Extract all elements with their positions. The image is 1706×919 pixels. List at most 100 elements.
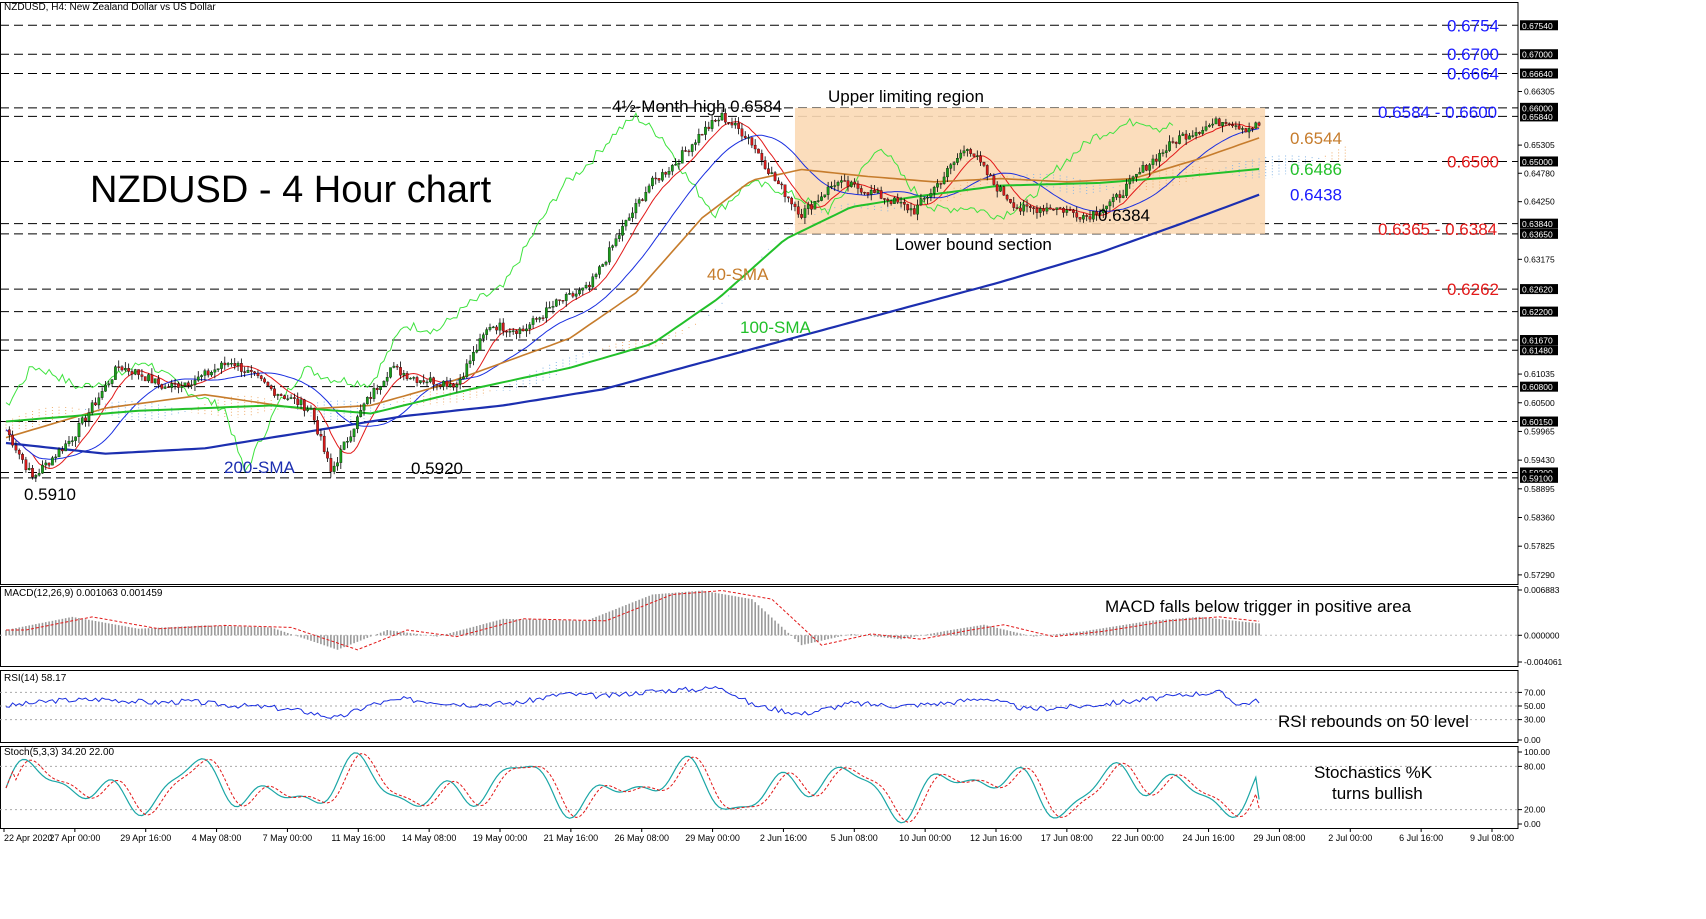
candle-down (535, 318, 538, 320)
candle-up (57, 449, 61, 458)
candle-down (120, 366, 124, 371)
time-label: 11 May 16:00 (331, 833, 385, 843)
candle-down (505, 331, 508, 333)
candle-down (14, 445, 18, 451)
candle-down (21, 454, 24, 460)
price-tick: 0.67000 (1522, 50, 1553, 60)
candle-up (621, 225, 624, 236)
candle-down (186, 382, 190, 386)
candle-down (737, 122, 740, 129)
price-tick: 0.60150 (1522, 417, 1553, 427)
candle-down (405, 373, 409, 380)
candle-down (157, 378, 160, 385)
price-tick: 0.57825 (1524, 541, 1555, 551)
level-label: 0.6500 (1447, 152, 1499, 171)
candle-down (1078, 217, 1082, 220)
candle-down (727, 121, 731, 124)
level-label: 0.6544 (1290, 129, 1342, 148)
candle-down (266, 382, 270, 386)
candle-down (130, 371, 134, 375)
candle-up (306, 408, 310, 411)
panel-frame (0, 746, 1519, 829)
candle-up (299, 399, 303, 405)
candle-up (1105, 205, 1108, 210)
candle-up (1045, 207, 1049, 212)
candle-down (515, 330, 518, 334)
candle-up (339, 449, 343, 463)
candle-up (1241, 128, 1244, 130)
annotation-sma200: 200-SMA (224, 458, 296, 477)
rsi-tick: 30.00 (1524, 715, 1546, 725)
candle-up (869, 189, 873, 195)
candle-down (886, 198, 890, 201)
candle-down (780, 183, 784, 186)
candle-up (770, 172, 774, 174)
price-tick: 0.64780 (1524, 168, 1555, 178)
chart-title: NZDUSD - 4 Hour chart (90, 169, 492, 211)
price-tick: 0.67540 (1522, 21, 1553, 31)
panel-frame (0, 586, 1519, 667)
candle-up (107, 383, 111, 386)
candle-up (1204, 126, 1208, 131)
annotation-rsi: RSI rebounds on 50 level (1278, 712, 1469, 731)
rsi-label: RSI(14) 58.17 (4, 673, 67, 684)
candle-up (1234, 125, 1238, 127)
candle-up (428, 377, 432, 383)
price-tick: 0.59100 (1522, 473, 1553, 483)
candle-down (369, 397, 373, 399)
candle-up (51, 457, 54, 466)
candle-down (256, 372, 260, 376)
candle-up (677, 163, 681, 165)
candle-down (316, 420, 319, 435)
candle-down (1244, 128, 1248, 133)
candle-up (193, 380, 197, 385)
candle-down (1035, 208, 1039, 213)
candle-down (561, 300, 565, 302)
candle-down (903, 201, 906, 205)
candle-down (687, 150, 691, 153)
candle-down (1184, 133, 1188, 140)
candle-up (952, 162, 956, 165)
candle-down (1095, 211, 1098, 215)
candle-down (177, 383, 180, 388)
candle-up (1168, 141, 1171, 151)
candle-up (568, 293, 571, 295)
candle-down (322, 435, 326, 452)
price-tick: 0.65840 (1522, 112, 1553, 122)
candle-up (820, 196, 823, 201)
candle-up (929, 193, 933, 198)
candle-down (143, 376, 147, 382)
candle-down (760, 153, 764, 161)
candle-up (1188, 135, 1191, 140)
candle-up (213, 369, 217, 373)
time-label: 6 Jul 16:00 (1399, 833, 1443, 843)
level-label: 0.6486 (1290, 160, 1342, 179)
candle-up (531, 318, 535, 325)
candle-down (757, 148, 760, 154)
price-tick: 0.63650 (1522, 229, 1553, 239)
candle-up (637, 199, 641, 204)
candle-down (31, 467, 34, 478)
rsi-tick: 70.00 (1524, 687, 1546, 697)
time-label: 22 Jun 00:00 (1112, 833, 1164, 843)
candle-down (1198, 132, 1201, 134)
candle-up (1128, 178, 1132, 185)
candle-down (223, 362, 227, 366)
candle-down (1231, 124, 1234, 127)
candle-up (412, 377, 416, 379)
candle-up (210, 371, 213, 376)
candle-down (243, 371, 247, 373)
candle-down (684, 150, 687, 152)
candle-down (84, 417, 87, 422)
price-tag (1520, 416, 1558, 427)
candle-down (269, 385, 273, 389)
candle-down (707, 126, 711, 129)
candle-up (601, 264, 605, 267)
candle-down (786, 196, 790, 199)
candle-down (293, 397, 296, 399)
candle-up (909, 208, 913, 211)
candle-up (926, 196, 929, 199)
price-tag (1520, 335, 1558, 346)
candle-up (163, 386, 167, 389)
